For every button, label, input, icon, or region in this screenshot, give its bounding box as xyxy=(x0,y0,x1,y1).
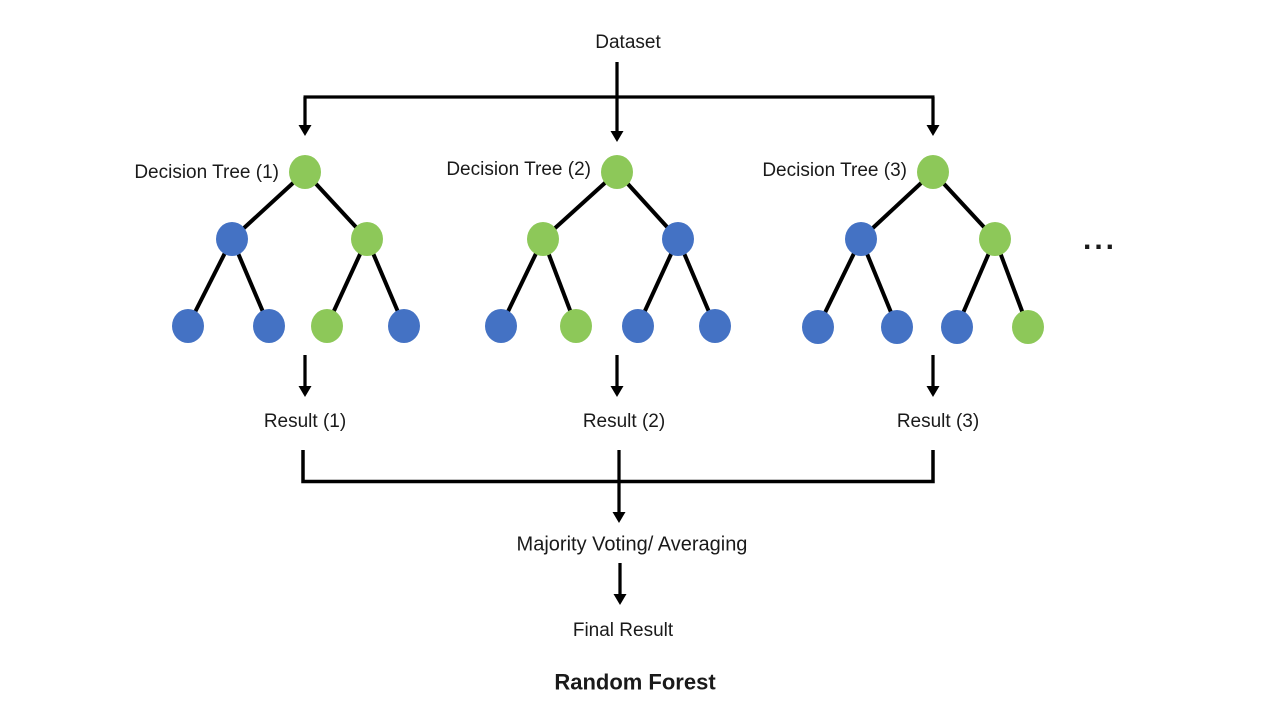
tree-node xyxy=(1012,310,1044,344)
merge-arrowhead xyxy=(612,512,626,523)
tree-node xyxy=(351,222,383,256)
tree-node xyxy=(979,222,1011,256)
aggregation-label: Majority Voting/ Averaging xyxy=(516,533,748,556)
tree-label-3: Decision Tree (3) xyxy=(762,160,907,182)
decision-tree-3 xyxy=(802,155,1044,344)
tree-node xyxy=(560,309,592,343)
tree-node xyxy=(917,155,949,189)
tree-label-1: Decision Tree (1) xyxy=(134,162,279,184)
tree-node xyxy=(289,155,321,189)
dataset-arrowhead xyxy=(610,131,624,142)
diagram-title: Random Forest xyxy=(554,669,716,695)
tree-edge xyxy=(230,170,307,241)
top-left-arrowhead xyxy=(298,125,312,136)
tree-node xyxy=(485,309,517,343)
decision-tree-1 xyxy=(172,155,420,343)
tree-node xyxy=(311,309,343,343)
final-result-label: Final Result xyxy=(572,620,674,642)
tree-label-2: Decision Tree (2) xyxy=(446,159,591,181)
results-merge-connectors xyxy=(301,450,935,605)
tree-node xyxy=(941,310,973,344)
result-arrowhead-3 xyxy=(926,386,940,397)
dataset-to-trees-connectors xyxy=(298,62,940,142)
more-trees-ellipsis: ... xyxy=(1082,222,1118,256)
tree-node xyxy=(662,222,694,256)
result-label-2: Result (2) xyxy=(582,411,666,433)
tree-node xyxy=(845,222,877,256)
result-arrowhead-1 xyxy=(298,386,312,397)
result-label-3: Result (3) xyxy=(896,411,980,433)
dataset-label: Dataset xyxy=(595,32,661,54)
tree-node xyxy=(388,309,420,343)
tree-node xyxy=(622,309,654,343)
tree-result-arrows xyxy=(298,355,940,397)
tree-node xyxy=(253,309,285,343)
final-arrowhead xyxy=(613,594,627,605)
result-label-1: Result (1) xyxy=(263,411,347,433)
tree-node xyxy=(216,222,248,256)
tree-edge xyxy=(541,170,619,241)
result-arrowhead-2 xyxy=(610,386,624,397)
tree-node xyxy=(802,310,834,344)
tree-node xyxy=(172,309,204,343)
tree-node xyxy=(881,310,913,344)
tree-node xyxy=(527,222,559,256)
tree-node xyxy=(601,155,633,189)
tree-node xyxy=(699,309,731,343)
decision-tree-2 xyxy=(485,155,731,343)
top-right-arrowhead xyxy=(926,125,940,136)
